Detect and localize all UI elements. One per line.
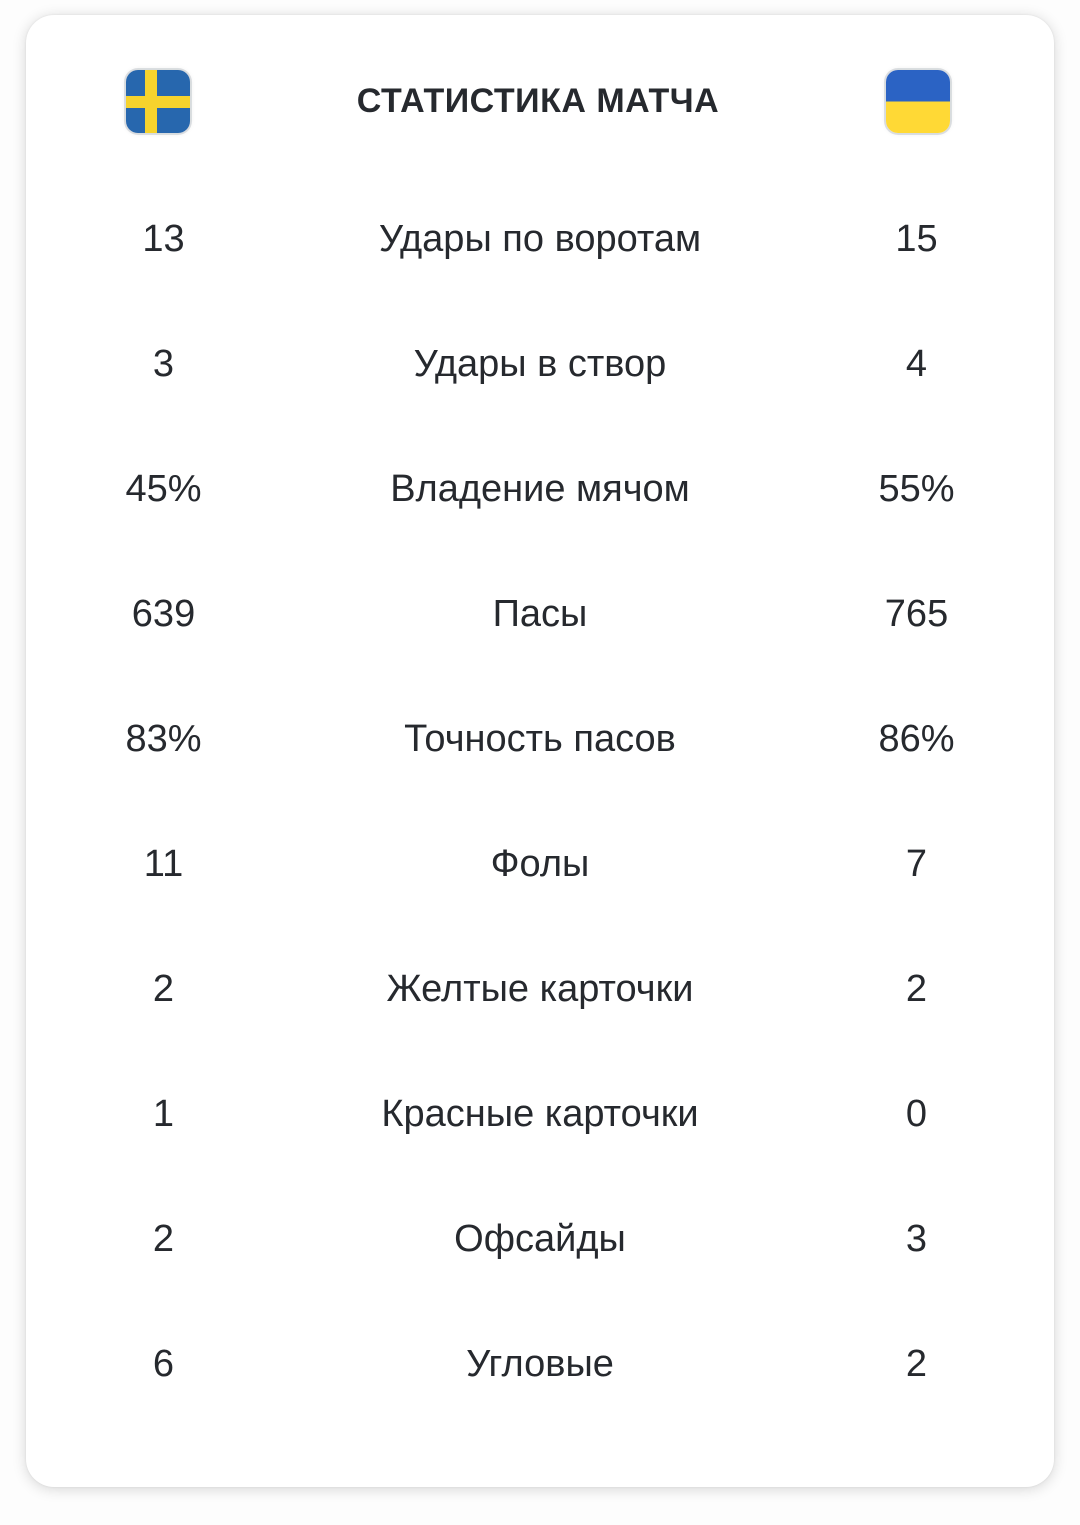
stat-label: Владение мячом [390, 468, 690, 510]
home-team-value: 2 [152, 968, 175, 1010]
stat-row: 13 Удары по воротам 15 [26, 177, 1054, 302]
stat-label: Точность пасов [404, 718, 676, 760]
stat-row: 83% Точность пасов 86% [26, 677, 1054, 802]
sweden-flag-cross-horizontal [126, 95, 190, 108]
away-team-value: 15 [895, 218, 938, 260]
away-team-value: 2 [905, 1343, 928, 1385]
home-team-value: 1 [152, 1093, 175, 1135]
away-team-value: 55% [878, 468, 955, 510]
match-stats-card: СТАТИСТИКА МАТЧА 13 Удары по воротам 15 … [26, 15, 1054, 1487]
home-team-value: 2 [152, 1218, 175, 1260]
stat-label: Пасы [492, 593, 588, 635]
stat-row: 2 Офсайды 3 [26, 1177, 1054, 1302]
stat-label: Фолы [490, 843, 590, 885]
stat-row: 3 Удары в створ 4 [26, 302, 1054, 427]
stat-row: 45% Владение мячом 55% [26, 427, 1054, 552]
away-team-value: 0 [905, 1093, 928, 1135]
stat-row: 1 Красные карточки 0 [26, 1052, 1054, 1177]
stat-label: Удары по воротам [378, 218, 702, 260]
stat-label: Угловые [466, 1343, 614, 1385]
sweden-flag-icon [126, 70, 190, 133]
away-team-value: 4 [905, 343, 928, 385]
stat-label: Желтые карточки [386, 968, 694, 1010]
stat-label: Удары в створ [413, 343, 667, 385]
stat-row: 6 Угловые 2 [26, 1302, 1054, 1427]
home-team-value: 45% [125, 468, 202, 510]
home-team-value: 11 [143, 843, 184, 885]
home-team-value: 13 [142, 218, 185, 260]
away-team-value: 7 [905, 843, 928, 885]
page-title: СТАТИСТИКА МАТЧА [356, 82, 720, 120]
stat-row: 11 Фолы 7 [26, 802, 1054, 927]
home-team-value: 3 [152, 343, 175, 385]
stat-row: 2 Желтые карточки 2 [26, 927, 1054, 1052]
home-team-value: 6 [152, 1343, 175, 1385]
stat-label: Офсайды [454, 1218, 626, 1260]
card-header: СТАТИСТИКА МАТЧА [26, 15, 1054, 133]
away-team-value: 765 [884, 593, 949, 635]
away-team-value: 2 [905, 968, 928, 1010]
stat-row: 639 Пасы 765 [26, 552, 1054, 677]
stat-label: Красные карточки [381, 1093, 699, 1135]
stats-list: 13 Удары по воротам 15 3 Удары в створ 4… [26, 177, 1054, 1427]
home-team-value: 83% [125, 718, 202, 760]
ukraine-flag-icon [886, 70, 950, 133]
away-team-value: 86% [878, 718, 955, 760]
away-team-value: 3 [905, 1218, 928, 1260]
home-team-value: 639 [131, 593, 196, 635]
